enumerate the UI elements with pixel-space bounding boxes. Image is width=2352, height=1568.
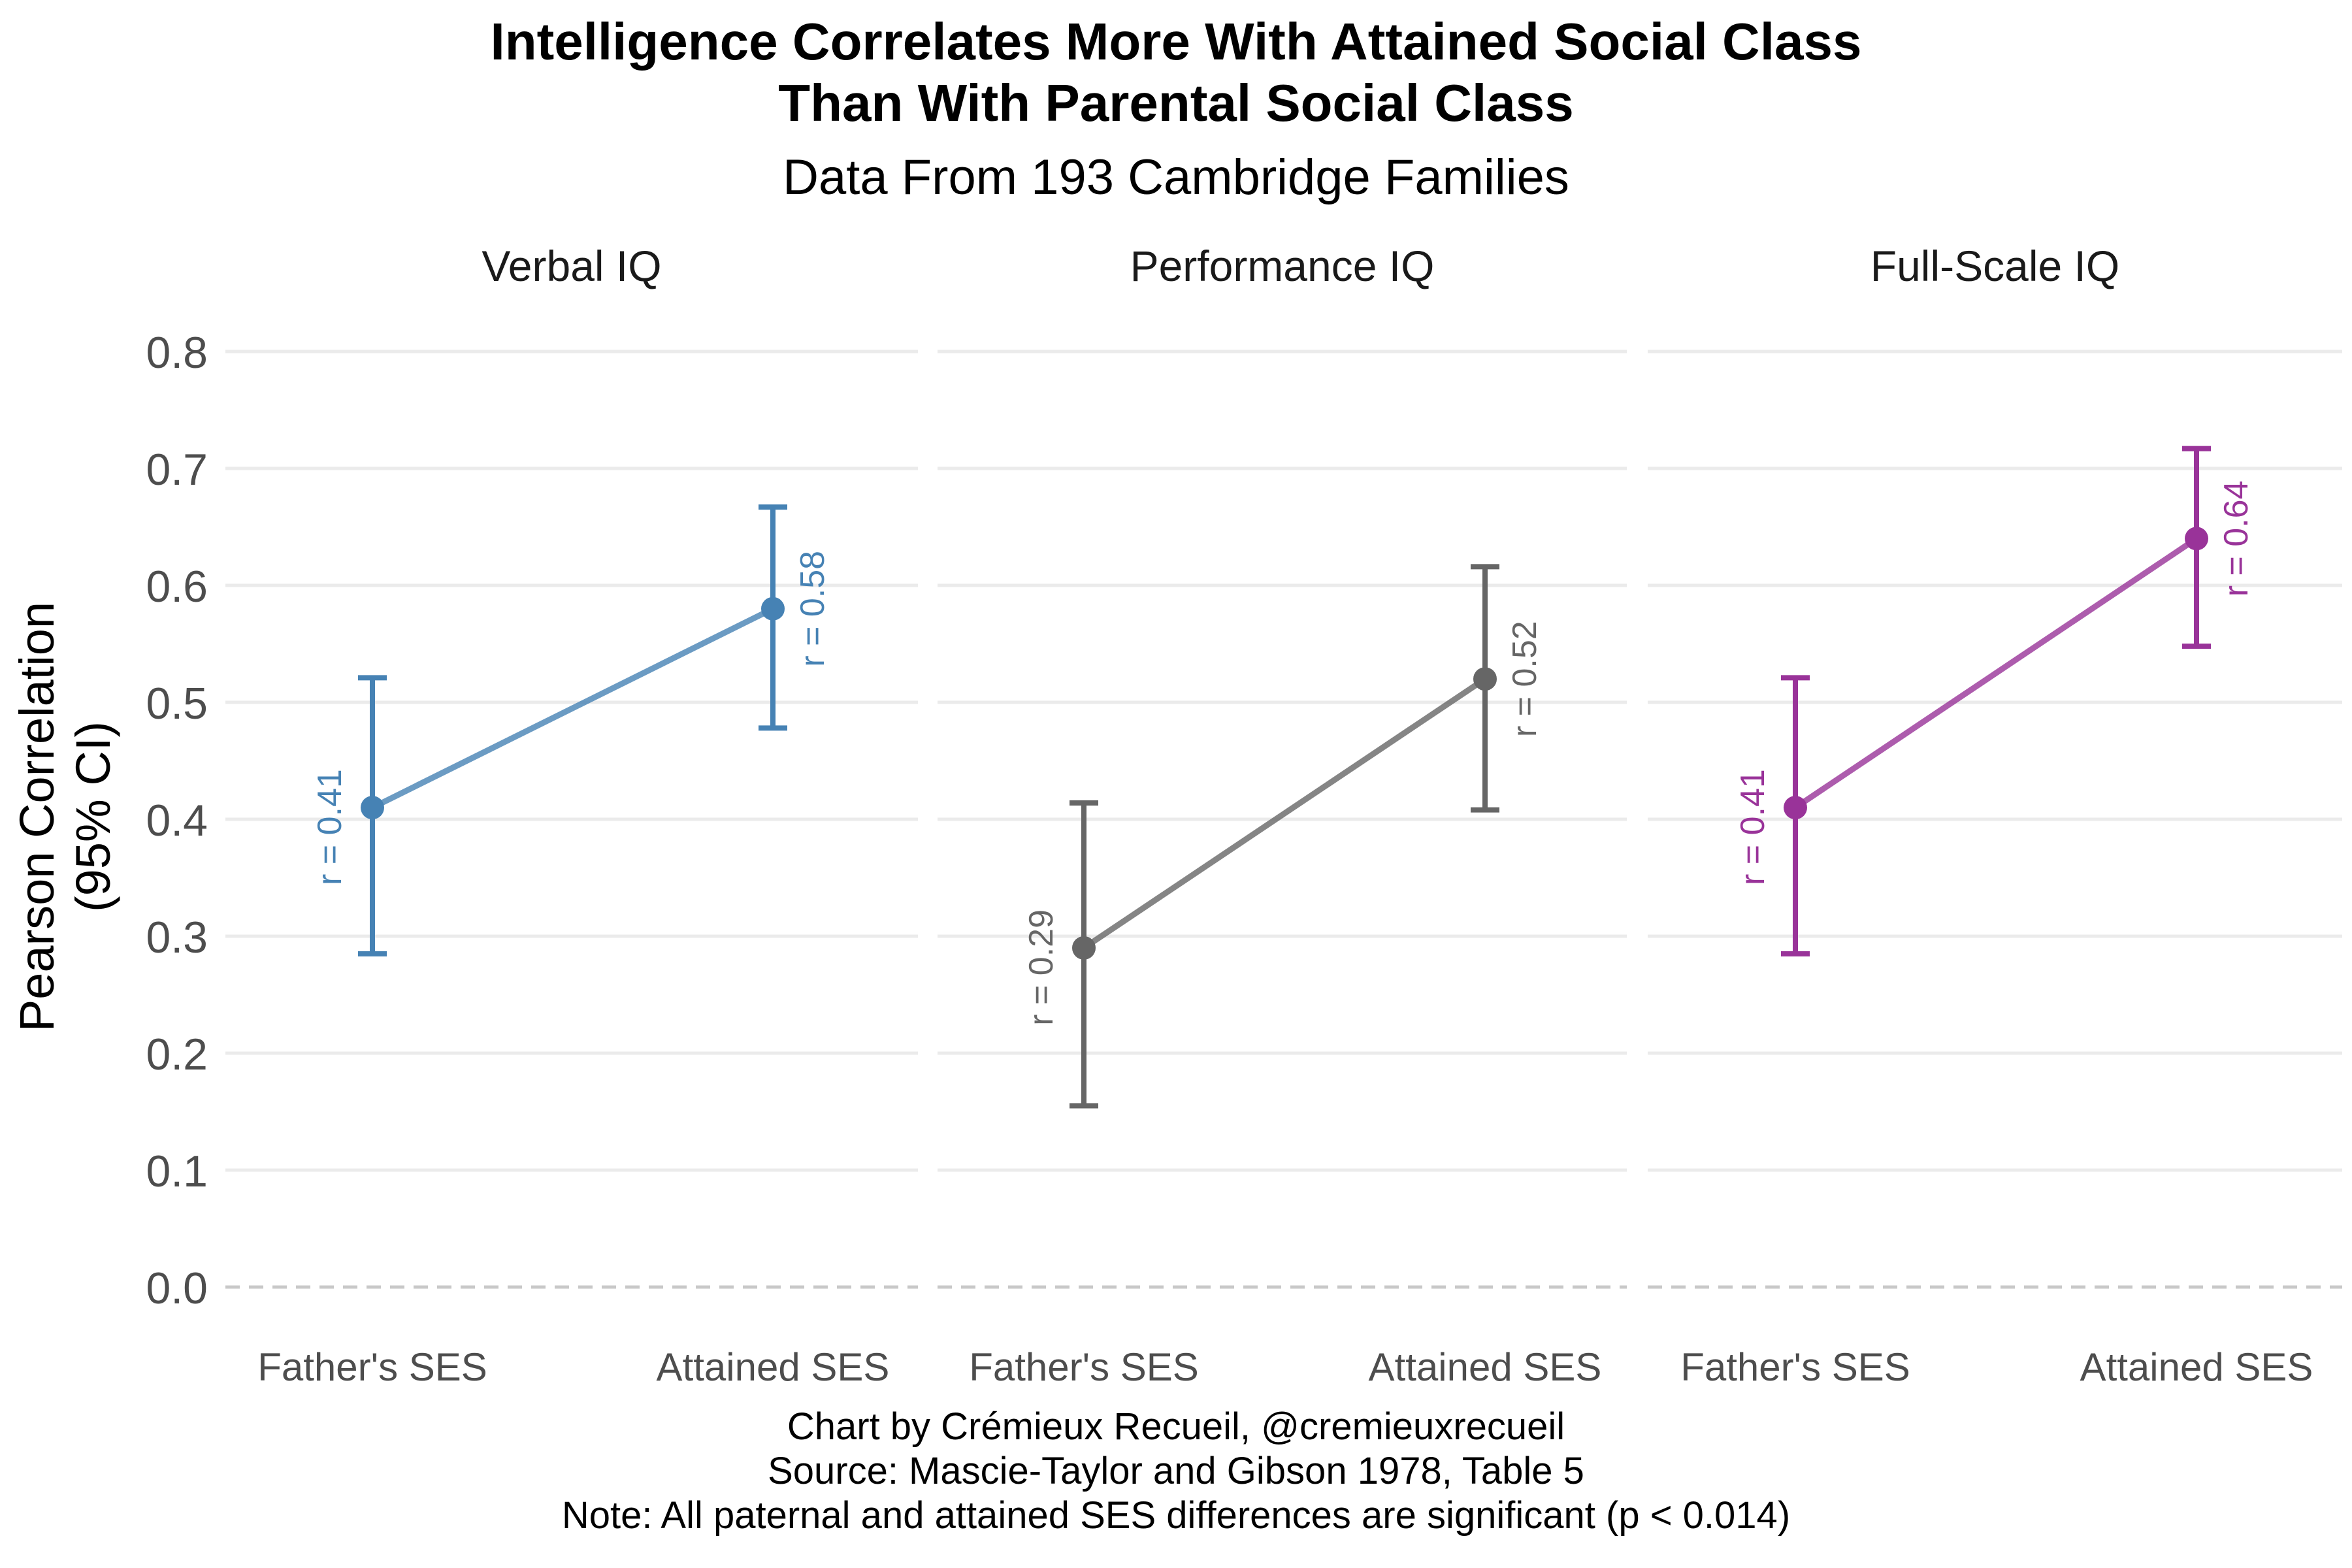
panel-2-strip-title: Performance IQ [1130, 242, 1435, 290]
panel-3-data-point [2185, 527, 2208, 551]
panel-2-data-label: r = 0.52 [1506, 621, 1544, 737]
y-axis-label-line2: (95% CI) [66, 721, 120, 912]
panel-2-x-tick-label: Father's SES [969, 1345, 1199, 1389]
y-tick-label: 0.6 [146, 562, 208, 612]
panel-3-x-tick-label: Father's SES [1680, 1345, 1910, 1389]
y-tick-label: 0.2 [146, 1030, 208, 1079]
caption-credit: Chart by Crémieux Recueil, @cremieuxrecu… [787, 1405, 1565, 1448]
y-tick-label: 0.4 [146, 796, 208, 845]
panel-1-data-point [761, 596, 785, 621]
panel-1-series-line [370, 606, 775, 811]
panel-2-data-label: r = 0.29 [1022, 909, 1060, 1026]
panel-3-data-label: r = 0.64 [2217, 481, 2255, 597]
panel-3-strip-title: Full-Scale IQ [1870, 242, 2119, 290]
y-tick-label: 0.0 [146, 1264, 208, 1313]
panel-1-x-tick-label: Father's SES [257, 1345, 487, 1389]
caption-source: Source: Mascie-Taylor and Gibson 1978, T… [768, 1450, 1584, 1492]
caption-note: Note: All paternal and attained SES diff… [561, 1494, 1791, 1537]
panel-3-x-tick-label: Attained SES [2080, 1345, 2313, 1389]
panel-2-x-tick-label: Attained SES [1369, 1345, 1602, 1389]
panel-1-strip-title: Verbal IQ [482, 242, 661, 290]
y-tick-label: 0.7 [146, 445, 208, 495]
y-tick-label: 0.3 [146, 913, 208, 962]
panel-1-x-tick-label: Attained SES [657, 1345, 890, 1389]
panel-3-data-point [1784, 796, 1807, 820]
y-tick-label: 0.8 [146, 328, 208, 378]
panel-2-data-point [1072, 936, 1096, 960]
panel-3-series-line [1793, 536, 2198, 810]
chart-subtitle: Data From 193 Cambridge Families [783, 150, 1569, 205]
panel-2-data-point [1473, 667, 1497, 691]
y-tick-label: 0.5 [146, 679, 208, 728]
panel-1-data-label: r = 0.41 [311, 769, 349, 885]
panel-1-data-point [361, 796, 384, 820]
panel-3-data-label: r = 0.41 [1734, 769, 1772, 885]
panel-1-data-label: r = 0.58 [794, 551, 832, 667]
panel-2-series-line [1082, 676, 1487, 951]
chart-title-line2: Than With Parental Social Class [778, 74, 1574, 132]
y-axis-label-line1: Pearson Correlation [10, 602, 64, 1032]
chart-title-line1: Intelligence Correlates More With Attain… [490, 12, 1862, 71]
y-tick-label: 0.1 [146, 1147, 208, 1196]
